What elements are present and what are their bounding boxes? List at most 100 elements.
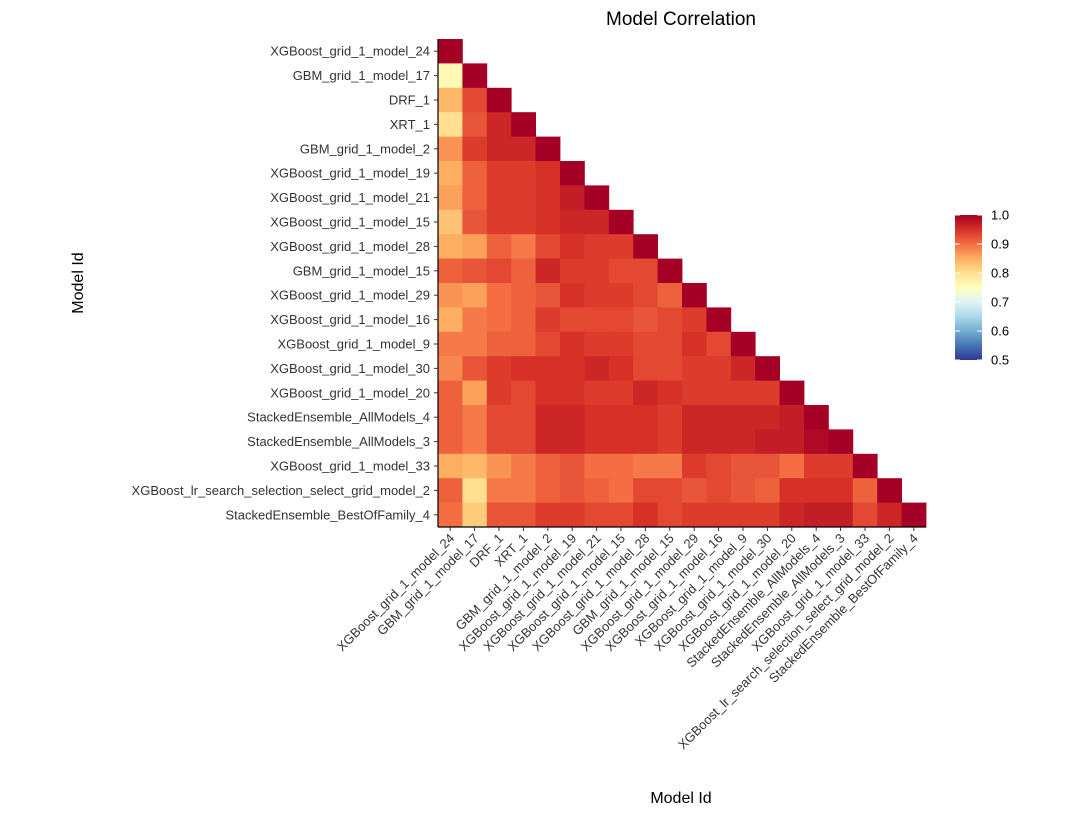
heatmap-cell (657, 429, 683, 455)
heatmap-cell (535, 283, 561, 308)
heatmap-cell (535, 502, 561, 528)
heatmap-cell (584, 453, 610, 479)
heatmap-cell (584, 478, 610, 503)
heatmap-cell (462, 209, 488, 235)
heatmap-cell (584, 258, 610, 284)
heatmap-cell (462, 405, 488, 430)
heatmap-cell (462, 234, 488, 259)
heatmap-cell (486, 209, 512, 235)
heatmap-cell (560, 234, 585, 259)
heatmap-cell (706, 405, 732, 430)
heatmap-cell (438, 331, 463, 357)
heatmap-cell (779, 502, 805, 528)
heatmap-cell (438, 283, 463, 308)
heatmap-cell (462, 136, 488, 162)
heatmap-cell (828, 453, 854, 479)
heatmap-cell (633, 429, 658, 455)
heatmap-cell (682, 380, 707, 406)
heatmap-cell (730, 380, 756, 406)
y-axis-title: Model Id (70, 252, 87, 313)
heatmap-cell (657, 405, 683, 430)
heatmap-cell (755, 429, 780, 455)
heatmap-cell (682, 331, 707, 357)
heatmap-cell (535, 478, 561, 503)
heatmap-cell (560, 405, 585, 430)
heatmap-cell (633, 283, 658, 308)
heatmap-cell (511, 161, 536, 186)
heatmap-cell (584, 405, 610, 430)
y-tick-label: XGBoost_grid_1_model_20 (270, 385, 430, 400)
heatmap-cell (657, 478, 683, 503)
heatmap-cell (730, 356, 756, 381)
legend-colorbar (955, 215, 982, 360)
heatmap-cell (560, 356, 585, 381)
heatmap-cell (682, 356, 707, 381)
heatmap-cell (511, 185, 536, 211)
heatmap-cell (486, 112, 512, 137)
heatmap-cell (535, 331, 561, 357)
heatmap-cell (633, 380, 658, 406)
heatmap-cell (560, 502, 585, 528)
heatmap-cell (462, 331, 488, 357)
heatmap-cell (706, 429, 732, 455)
heatmap-cell (438, 405, 463, 430)
heatmap-cell (560, 258, 585, 284)
heatmap-cell (486, 234, 512, 259)
heatmap-cell (486, 283, 512, 308)
y-tick-label: XGBoost_grid_1_model_29 (270, 288, 430, 303)
heatmap-cell (511, 258, 536, 284)
heatmap-cell (535, 258, 561, 284)
heatmap-cell (462, 258, 488, 284)
heatmap-cell (852, 502, 878, 528)
heatmap-cell (486, 453, 512, 479)
heatmap-cell (730, 453, 756, 479)
heatmap-cell (608, 429, 634, 455)
heatmap-cell (657, 453, 683, 479)
heatmap-cell (462, 87, 488, 113)
heatmap-cell (852, 478, 878, 503)
heatmap-cell (486, 429, 512, 455)
heatmap-cell (511, 209, 536, 235)
heatmap-cell (486, 331, 512, 357)
heatmap-cell (535, 234, 561, 259)
heatmap-cell (657, 502, 683, 528)
heatmap-cell (462, 356, 488, 381)
heatmap-cell (828, 502, 854, 528)
heatmap-cell (633, 234, 658, 259)
heatmap-cell (462, 185, 488, 211)
heatmap-cell (486, 258, 512, 284)
heatmap-cell (438, 209, 463, 235)
heatmap-cell (438, 356, 463, 381)
heatmap-cell (486, 380, 512, 406)
heatmap-cell (486, 502, 512, 528)
heatmap-cell (633, 405, 658, 430)
heatmap-cell (779, 453, 805, 479)
heatmap-cell (804, 478, 829, 503)
heatmap-cell (535, 453, 561, 479)
heatmap-cell (438, 502, 463, 528)
heatmap-cell (511, 405, 536, 430)
heatmap-cell (511, 307, 536, 333)
heatmap-cell (779, 478, 805, 503)
heatmap-cell (511, 283, 536, 308)
heatmap-cell (535, 161, 561, 186)
heatmap-cell (511, 429, 536, 455)
heatmap-cell (462, 63, 488, 89)
heatmap-cell (804, 453, 829, 479)
heatmap-cell (560, 209, 585, 235)
heatmap-cell (755, 453, 780, 479)
heatmap-cell (608, 478, 634, 503)
heatmap-cell (560, 307, 585, 333)
y-tick-label: XGBoost_grid_1_model_30 (270, 361, 430, 376)
heatmap-cell (438, 307, 463, 333)
chart-title: Model Correlation (606, 9, 756, 30)
heatmap-cell (682, 502, 707, 528)
y-axis-ticks: XGBoost_grid_1_model_24 GBM_grid_1_model_… (132, 44, 438, 522)
heatmap-cell (560, 331, 585, 357)
heatmap-cell (730, 429, 756, 455)
legend-tick-label: 0.9 (991, 237, 1009, 252)
heatmap-cell (608, 283, 634, 308)
legend-ticks: 0.5 0.6 0.7 0.8 0.9 1.0 (955, 208, 1009, 368)
legend-tick-label: 0.7 (991, 295, 1009, 310)
